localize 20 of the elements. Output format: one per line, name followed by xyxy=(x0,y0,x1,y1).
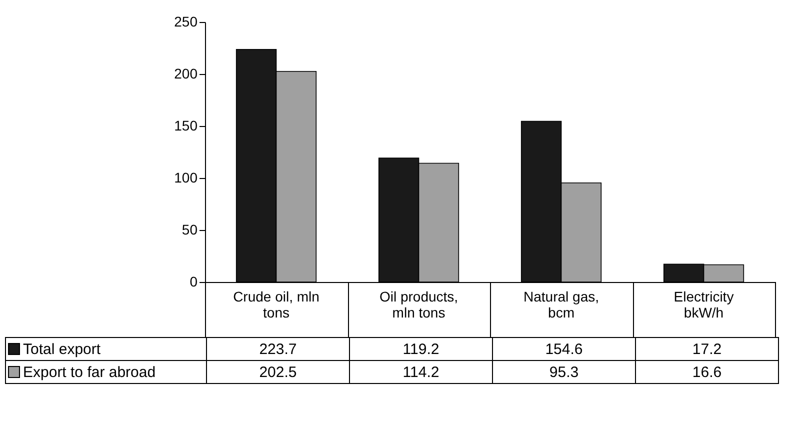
y-tick-label: 250 xyxy=(174,14,198,30)
data-label: 17.2 xyxy=(636,338,778,360)
y-tick-label: 150 xyxy=(174,118,198,134)
x-tick-label: Electricity bkW/h xyxy=(674,288,734,320)
data-label: 119.2 xyxy=(350,338,492,360)
x-tick-label: Crude oil, mln tons xyxy=(233,288,320,320)
legend-label: Total export xyxy=(6,338,206,360)
x-tick-label: Oil products, mln tons xyxy=(379,288,458,320)
data-label: 95.3 xyxy=(492,360,636,384)
y-tick-label: 100 xyxy=(174,170,198,186)
y-tick-label: 0 xyxy=(190,274,198,290)
y-tick-label: 200 xyxy=(174,66,198,82)
legend-label: Export to far abroad xyxy=(6,360,206,384)
data-label: 223.7 xyxy=(206,338,350,360)
y-tick-label: 50 xyxy=(182,222,198,238)
x-tick-label: Natural gas, bcm xyxy=(524,288,599,320)
data-label: 202.5 xyxy=(206,360,350,384)
data-label: 114.2 xyxy=(350,360,492,384)
data-label: 154.6 xyxy=(492,338,636,360)
data-label: 16.6 xyxy=(636,360,778,384)
